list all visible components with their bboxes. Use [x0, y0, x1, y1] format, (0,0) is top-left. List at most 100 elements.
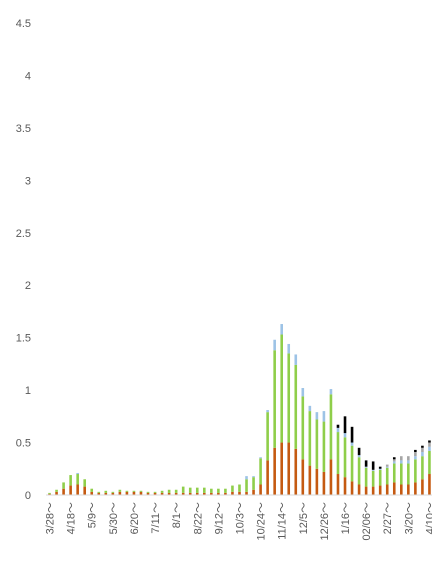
- bar-segment: [69, 485, 72, 495]
- bar-segment: [55, 489, 58, 492]
- bar-segment: [83, 486, 86, 495]
- x-tick-label: 8/1～: [171, 502, 183, 528]
- bar-segment: [392, 461, 396, 464]
- x-tick-label: 4/18～: [66, 502, 78, 534]
- bar-segment: [301, 459, 305, 495]
- bar-segment: [62, 482, 65, 489]
- bar-segment: [287, 343, 291, 354]
- bar-segment: [111, 491, 115, 493]
- bar-segment: [252, 476, 255, 478]
- bar-segment: [301, 396, 305, 460]
- bar-segment: [125, 491, 129, 495]
- bar-segment: [400, 484, 403, 495]
- bar-segment: [414, 456, 417, 460]
- bar-segment: [266, 410, 269, 413]
- bar-segment: [188, 487, 192, 493]
- bar-segment: [385, 484, 389, 495]
- y-tick-label: 2.5: [16, 228, 31, 240]
- bar-segment: [181, 486, 185, 493]
- bar-segment: [428, 450, 431, 475]
- bar-segment: [139, 491, 143, 495]
- bar-segment: [125, 490, 129, 492]
- bar-segment: [203, 487, 206, 493]
- bar-segment: [301, 388, 305, 397]
- bar-segment: [407, 484, 410, 495]
- bar-segment: [160, 492, 164, 495]
- bar-segment: [280, 442, 283, 495]
- bar-segment: [385, 464, 389, 467]
- bar-segment: [350, 426, 354, 443]
- bar-segment: [294, 354, 298, 365]
- x-tick-label: 5/30～: [108, 502, 120, 534]
- bar-segment: [400, 456, 403, 461]
- bar-segment: [407, 463, 410, 485]
- bar-segment: [76, 472, 79, 475]
- bar-segment: [329, 394, 333, 460]
- bar-segment: [48, 492, 51, 494]
- bar-segment: [174, 492, 178, 495]
- bar-segment: [104, 490, 108, 493]
- x-axis-ticks: 3/28～ 4/18～ 5/9～ 5/30～ 6/20～ 7/11～ 8/1～ 8/22～ 9/…: [45, 502, 432, 541]
- bar-segment: [174, 489, 178, 493]
- y-tick-label: 4: [25, 70, 31, 82]
- x-tick-label: 12/5～: [298, 502, 310, 534]
- bar-segment: [400, 460, 403, 464]
- bar-segment: [294, 364, 298, 449]
- bar-segment: [329, 389, 333, 395]
- bar-segment: [111, 492, 115, 495]
- bar-segment: [414, 482, 417, 495]
- bar-segment: [83, 479, 86, 487]
- bar-segment: [421, 456, 424, 480]
- bar-segment: [181, 492, 185, 495]
- bar-segment: [385, 467, 389, 485]
- bar-segment: [252, 489, 255, 495]
- bar-segment: [273, 339, 276, 351]
- bar-segment: [414, 451, 417, 457]
- bar-segment: [224, 488, 227, 493]
- bar-segment: [287, 442, 291, 495]
- bar-segment: [231, 485, 234, 492]
- bar-segment: [343, 433, 347, 438]
- bar-segment: [343, 477, 347, 495]
- bar-segment: [378, 468, 382, 470]
- bar-segment: [273, 350, 276, 448]
- bar-segment: [167, 492, 171, 495]
- bar-segment: [90, 488, 94, 492]
- y-tick-label: 1: [25, 385, 31, 397]
- bar-segment: [392, 463, 396, 483]
- y-tick-label: 2: [25, 280, 31, 292]
- bar-segment: [364, 460, 368, 467]
- bar-segment: [62, 488, 65, 495]
- bar-segment: [287, 353, 291, 443]
- bar-segment: [90, 491, 94, 495]
- bar-segment: [273, 447, 276, 495]
- bar-segment: [280, 324, 283, 335]
- x-tick-label: 9/12～: [213, 502, 225, 534]
- bar-segment: [76, 474, 79, 485]
- x-tick-label: 2/27～: [382, 502, 394, 534]
- bar-segment: [203, 492, 206, 495]
- bar-segment: [231, 491, 234, 495]
- bar-segment: [364, 467, 368, 487]
- bar-segment: [118, 489, 122, 492]
- bar-segment: [245, 479, 248, 492]
- bar-segment: [378, 466, 382, 469]
- bar-segment: [421, 447, 424, 452]
- bar-segment: [48, 493, 51, 495]
- bar-segment: [132, 491, 136, 495]
- bar-segment: [146, 492, 150, 495]
- y-axis-ticks: 0 0.5 1 1.5 2 2.5 3 3.5 4 4.5: [16, 18, 31, 502]
- bar-segment: [146, 491, 150, 493]
- x-tick-label: 02/06～: [361, 502, 373, 541]
- bar-segment: [336, 424, 340, 428]
- bar-segment: [308, 465, 312, 495]
- bar-segment: [315, 468, 319, 495]
- bar-segment: [195, 492, 199, 495]
- y-tick-label: 3: [25, 175, 31, 187]
- bar-segment: [308, 405, 312, 412]
- bar-segment: [245, 476, 248, 480]
- bar-segment: [55, 491, 58, 495]
- bar-segment: [69, 475, 72, 486]
- bar-segment: [308, 411, 312, 466]
